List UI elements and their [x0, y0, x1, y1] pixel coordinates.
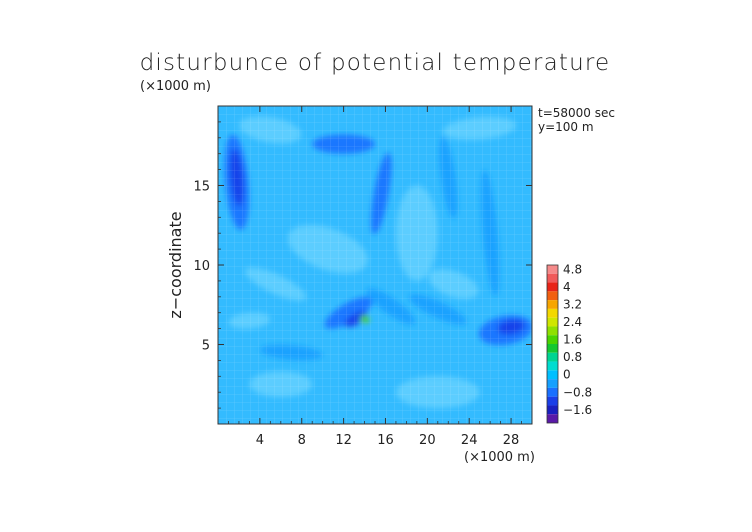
colorbar-swatch	[547, 273, 558, 283]
colorbar-swatch	[547, 361, 558, 371]
grid-overlay	[218, 106, 532, 424]
colorbar-swatch	[547, 265, 558, 274]
colorbar-swatch	[547, 379, 558, 388]
x-axis: 4 8 12 16 20 24 28	[228, 106, 522, 448]
x-tick-label: 12	[335, 433, 352, 448]
colorbar-label: 0	[563, 368, 571, 382]
x-tick-label: 16	[377, 433, 394, 448]
colorbar-swatch	[547, 300, 558, 309]
y-tick-label: 10	[193, 259, 210, 274]
colorbar-swatch	[547, 282, 558, 292]
colorbar-swatch	[547, 352, 558, 362]
colorbar-label: 3.2	[563, 298, 582, 312]
y-position-annotation: y=100 m	[538, 120, 594, 134]
y-axis: 5 10 15	[193, 121, 532, 409]
colorbar-swatch	[547, 308, 558, 318]
colorbar-swatch	[547, 414, 558, 423]
colorbar-swatch	[547, 291, 558, 301]
colorbar-swatch	[547, 335, 558, 344]
y-tick-label: 5	[202, 339, 210, 354]
colorbar-swatch	[547, 405, 558, 415]
x-tick-label: 24	[461, 433, 478, 448]
x-unit-label: (×1000 m)	[464, 450, 535, 465]
colorbar-label: 4	[563, 280, 571, 294]
colorbar-swatch	[547, 370, 558, 380]
colorbar-swatch	[547, 344, 558, 353]
x-tick-label: 8	[298, 433, 306, 448]
colorbar-label: −1.6	[563, 403, 592, 417]
plot-area	[217, 105, 533, 425]
colorbar-label: −0.8	[563, 385, 592, 399]
colorbar-swatch	[547, 396, 558, 406]
chart-title: disturbunce of potential temperature	[140, 50, 611, 76]
x-tick-label: 20	[419, 433, 436, 448]
colorbar-label: 1.6	[563, 333, 582, 347]
time-annotation: t=58000 sec	[538, 106, 615, 120]
y-unit-label: (×1000 m)	[140, 79, 211, 94]
colorbar-swatch	[547, 317, 558, 327]
colorbar-label: 4.8	[563, 262, 582, 276]
colorbar-label: 0.8	[563, 350, 582, 364]
x-tick-label: 28	[503, 433, 520, 448]
colorbar-swatch	[547, 387, 558, 397]
colorbar: 4.8 4 3.2 2.4 1.6 0.8 0 −0.8 −1.6	[546, 262, 592, 424]
colorbar-label: 2.4	[563, 315, 582, 329]
colorbar-frame	[546, 264, 559, 424]
x-tick-label: 4	[256, 433, 264, 448]
y-axis-label: z−coordinate	[166, 211, 185, 318]
colorbar-swatch	[547, 326, 558, 336]
y-tick-label: 15	[193, 180, 210, 195]
